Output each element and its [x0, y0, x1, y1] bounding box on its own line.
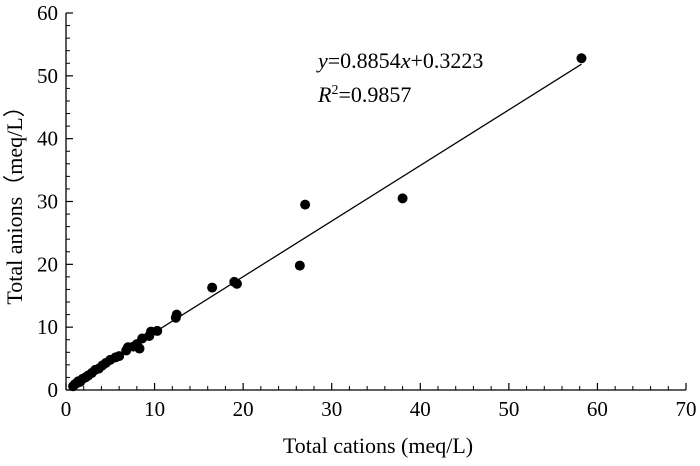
y-axis-title: Total anions（meq/L） — [2, 95, 27, 304]
x-tick-label: 20 — [233, 397, 254, 421]
x-tick-label: 0 — [61, 397, 72, 421]
x-tick-label: 10 — [144, 397, 165, 421]
r2-var: R — [317, 82, 332, 107]
x-tick-label: 30 — [321, 397, 342, 421]
y-tick-label: 20 — [37, 252, 58, 276]
eq-y-var: y — [316, 48, 328, 73]
y-tick-label: 30 — [37, 190, 58, 214]
eq-x-var: x — [400, 48, 411, 73]
y-tick-label: 50 — [37, 64, 58, 88]
y-tick-label: 10 — [37, 315, 58, 339]
r2-value: =0.9857 — [338, 82, 411, 107]
y-tick-label: 0 — [48, 378, 59, 402]
data-point — [152, 325, 163, 336]
data-point — [576, 53, 587, 64]
data-point — [294, 260, 305, 271]
data-point — [171, 309, 182, 320]
r2-sup: 2 — [331, 83, 338, 98]
x-tick-label: 50 — [498, 397, 519, 421]
data-point — [397, 193, 408, 204]
x-tick-label: 60 — [587, 397, 608, 421]
tick-labels: 0 10 20 30 40 50 60 70 0 10 20 30 40 50 60 — [37, 1, 697, 421]
data-point — [231, 278, 242, 289]
x-axis-title: Total cations (meq/L) — [283, 433, 473, 458]
y-tick-label: 40 — [37, 127, 58, 151]
data-point — [134, 343, 145, 354]
regression-equation: y=0.8854x+0.3223 — [316, 48, 483, 73]
r-squared: R2=0.9857 — [317, 82, 411, 107]
y-tick-label: 60 — [37, 1, 58, 25]
data-point — [207, 282, 218, 293]
data-points — [68, 53, 587, 392]
data-point — [114, 351, 125, 362]
x-tick-label: 40 — [410, 397, 431, 421]
eq-intercept: +0.3223 — [410, 48, 483, 73]
eq-slope: =0.8854 — [328, 48, 401, 73]
data-point — [300, 199, 311, 210]
x-tick-label: 70 — [676, 397, 697, 421]
